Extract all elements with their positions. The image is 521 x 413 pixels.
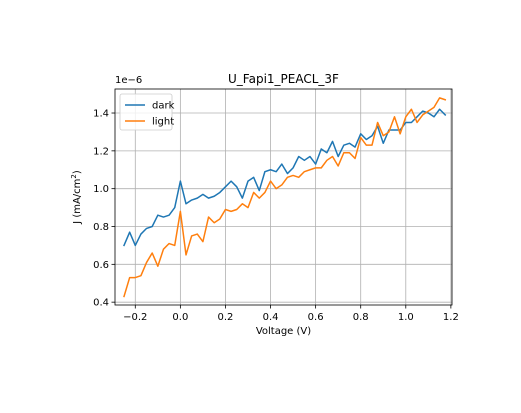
plot-frame xyxy=(114,88,453,306)
y-tick-label: 0.4 xyxy=(93,298,109,309)
x-tick-label: 1.2 xyxy=(443,312,459,323)
grid xyxy=(115,89,452,305)
x-axis-label: Voltage (V) xyxy=(256,326,311,337)
y-tick-label: 1.4 xyxy=(93,109,109,120)
x-tick-label: −0.2 xyxy=(123,312,147,323)
y-axis-offset-text: 1e−6 xyxy=(115,75,142,86)
series-line-dark xyxy=(123,108,447,247)
x-tick-label: 0.6 xyxy=(308,312,324,323)
legend: dark light xyxy=(119,93,175,131)
x-tick-label: 0.2 xyxy=(218,312,234,323)
y-axis-label-close: ) xyxy=(72,170,83,174)
legend-label-light: light xyxy=(152,117,174,128)
y-axis-label-main: J (mA/cm xyxy=(72,179,83,225)
y-tick-label: 1.0 xyxy=(93,184,109,195)
series-group xyxy=(123,97,447,298)
y-tick-label: 0.6 xyxy=(93,260,109,271)
y-axis-label-superscript: 2 xyxy=(70,174,78,178)
series-line-light xyxy=(123,97,447,298)
y-tick-label: 1.2 xyxy=(93,146,109,157)
ticks: −0.2 0.0 0.2 0.4 0.6 0.8 1.0 1.2 0.4 0.6 0.8 1.0 1.2… xyxy=(93,109,459,323)
y-axis-label: J (mA/cm2) xyxy=(70,170,83,225)
x-tick-label: 0.4 xyxy=(263,312,279,323)
chart-title: U_Fapi1_PEACL_3F xyxy=(228,72,339,86)
legend-label-dark: dark xyxy=(152,101,175,112)
y-tick-label: 0.8 xyxy=(93,222,109,233)
x-tick-label: 0.0 xyxy=(172,312,188,323)
x-tick-label: 1.0 xyxy=(398,312,414,323)
x-tick-label: 0.8 xyxy=(353,312,369,323)
